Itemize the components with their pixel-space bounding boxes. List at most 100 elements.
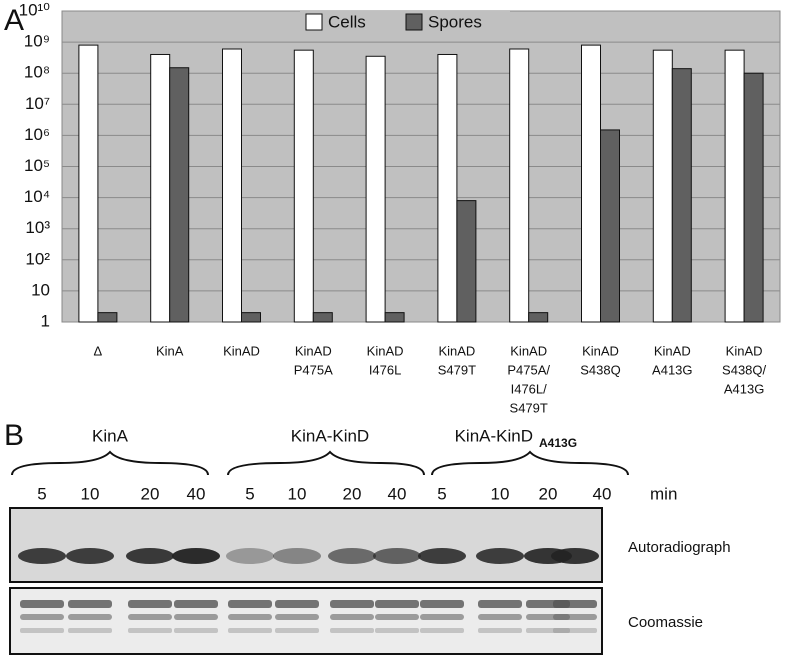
time-label: 5 <box>437 484 446 503</box>
x-tick-label: KinAD <box>295 343 332 358</box>
bar <box>222 48 242 323</box>
y-tick-label: 10 <box>31 280 50 299</box>
bar <box>78 44 99 323</box>
panel-label: A <box>4 4 24 37</box>
band <box>330 600 374 608</box>
y-tick-label: 10⁴ <box>24 187 50 206</box>
legend-swatch <box>305 13 323 31</box>
bar <box>150 53 171 323</box>
bar <box>241 312 261 323</box>
y-tick-label: 10⁷ <box>25 94 50 113</box>
time-label: 10 <box>491 484 510 503</box>
band <box>478 614 522 620</box>
group-label: KinA-KinD <box>291 426 369 445</box>
bracket <box>11 450 209 476</box>
row-label: Autoradiograph <box>628 539 731 556</box>
autoradiograph-gel <box>9 507 603 583</box>
x-tick-label: KinAD <box>223 343 260 358</box>
band <box>174 614 218 620</box>
y-tick-label: 10⁸ <box>24 63 50 82</box>
bar <box>724 49 745 323</box>
time-label: 10 <box>288 484 307 503</box>
band <box>375 600 419 608</box>
bar <box>97 312 118 323</box>
band <box>68 614 112 620</box>
band <box>174 628 218 633</box>
band <box>526 628 570 633</box>
band <box>20 614 64 620</box>
x-tick-label: S438Q <box>580 362 620 377</box>
band <box>476 548 524 564</box>
bar <box>743 72 764 323</box>
band <box>375 628 419 633</box>
time-label: 40 <box>187 484 206 503</box>
bar <box>581 44 601 323</box>
x-tick-label: S479T <box>438 362 476 377</box>
band <box>228 600 272 608</box>
band <box>478 600 522 608</box>
x-tick-label: P475A <box>294 362 333 377</box>
group-subscript: A413G <box>539 436 577 450</box>
y-tick-label: 1 <box>41 311 50 330</box>
time-label: 5 <box>245 484 254 503</box>
band <box>228 628 272 633</box>
band <box>68 628 112 633</box>
bar <box>671 68 692 323</box>
y-tick-label: 10⁹ <box>24 32 50 51</box>
x-tick-label: KinAD <box>582 343 619 358</box>
panel-label: B <box>4 419 24 452</box>
band <box>128 628 172 633</box>
x-tick-label: KinAD <box>726 343 763 358</box>
time-label: 40 <box>593 484 612 503</box>
band <box>373 548 421 564</box>
x-tick-label: Δ <box>94 343 103 358</box>
band <box>174 600 218 608</box>
time-label: 5 <box>37 484 46 503</box>
bar <box>652 49 673 323</box>
x-tick-label: A413G <box>724 381 764 396</box>
x-tick-label: KinAD <box>367 343 404 358</box>
band <box>420 628 464 633</box>
bar <box>437 53 458 323</box>
band <box>20 628 64 633</box>
band <box>275 614 319 620</box>
legend-label: Cells <box>328 12 366 31</box>
coomassie-gel <box>9 587 603 655</box>
y-tick-label: 10² <box>25 249 50 268</box>
band <box>375 614 419 620</box>
band <box>226 548 274 564</box>
bar <box>312 312 333 323</box>
band <box>172 548 220 564</box>
time-label: 40 <box>388 484 407 503</box>
band <box>328 548 376 564</box>
bracket <box>431 450 629 476</box>
time-label: 20 <box>141 484 160 503</box>
band <box>20 600 64 608</box>
x-tick-label: KinA <box>156 343 184 358</box>
x-tick-label: KinAD <box>654 343 691 358</box>
time-unit: min <box>650 484 677 503</box>
y-tick-label: 10⁵ <box>24 156 50 175</box>
band <box>553 600 597 608</box>
band <box>330 614 374 620</box>
band <box>330 628 374 633</box>
band <box>553 614 597 620</box>
band <box>420 614 464 620</box>
bar <box>293 49 314 323</box>
bar <box>600 129 620 323</box>
band <box>68 600 112 608</box>
band <box>553 628 597 633</box>
time-label: 20 <box>343 484 362 503</box>
band <box>128 614 172 620</box>
legend-box <box>300 11 510 33</box>
x-tick-label: KinAD <box>438 343 475 358</box>
band <box>478 628 522 633</box>
row-label: Coomassie <box>628 614 703 631</box>
y-tick-label: 10³ <box>25 218 50 237</box>
blot-panel: KinA KinA-KinD KinA-KinD A413G 5 10 20 40 5 10 20 4… <box>9 426 731 655</box>
bar-chart: 1 10 10² 10³ 10⁴ 10⁵ 10⁶ 10⁷ 10⁸ 10⁹ 10¹⁰ Δ KinA KinA… <box>19 0 781 415</box>
band <box>275 600 319 608</box>
band <box>418 548 466 564</box>
bar <box>456 200 477 323</box>
